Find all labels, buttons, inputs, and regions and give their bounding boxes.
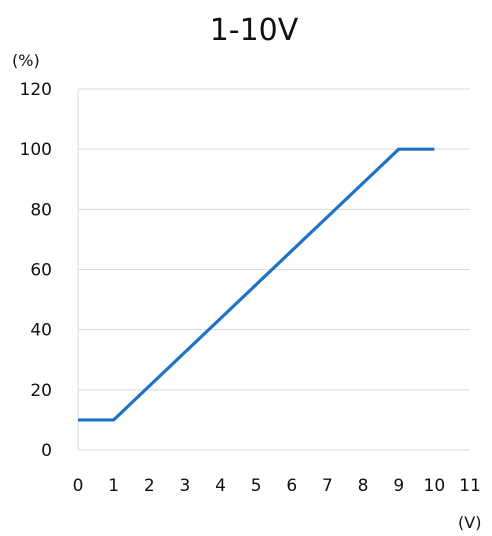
x-tick-label: 11 xyxy=(459,476,481,496)
x-tick-label: 10 xyxy=(424,476,446,496)
y-tick-label: 40 xyxy=(30,321,52,341)
y-tick-label: 60 xyxy=(30,261,52,281)
y-tick-label: 80 xyxy=(30,200,52,220)
x-tick-label: 3 xyxy=(179,476,190,496)
x-tick-label: 2 xyxy=(144,476,155,496)
y-tick-label: 20 xyxy=(30,381,52,401)
y-tick-label: 0 xyxy=(41,441,52,461)
x-tick-label: 6 xyxy=(286,476,297,496)
x-axis-unit-label: (V) xyxy=(458,513,481,532)
x-tick-label: 0 xyxy=(73,476,84,496)
x-tick-label: 4 xyxy=(215,476,226,496)
series-layer xyxy=(78,147,435,422)
y-axis-unit-label: (%) xyxy=(12,51,40,70)
series-line xyxy=(78,147,435,422)
y-tick-label: 120 xyxy=(20,80,52,100)
x-tick-label: 9 xyxy=(393,476,404,496)
x-tick-label: 7 xyxy=(322,476,333,496)
x-tick-label: 5 xyxy=(251,476,262,496)
x-tick-labels: 0 1 2 3 4 5 6 7 8 9 10 11 xyxy=(73,476,481,496)
y-tick-labels: 0 20 40 60 80 100 120 xyxy=(20,80,52,461)
chart-title: 1-10V xyxy=(210,13,299,48)
x-tick-label: 1 xyxy=(108,476,119,496)
y-tick-label: 100 xyxy=(20,140,52,160)
x-tick-label: 8 xyxy=(358,476,369,496)
